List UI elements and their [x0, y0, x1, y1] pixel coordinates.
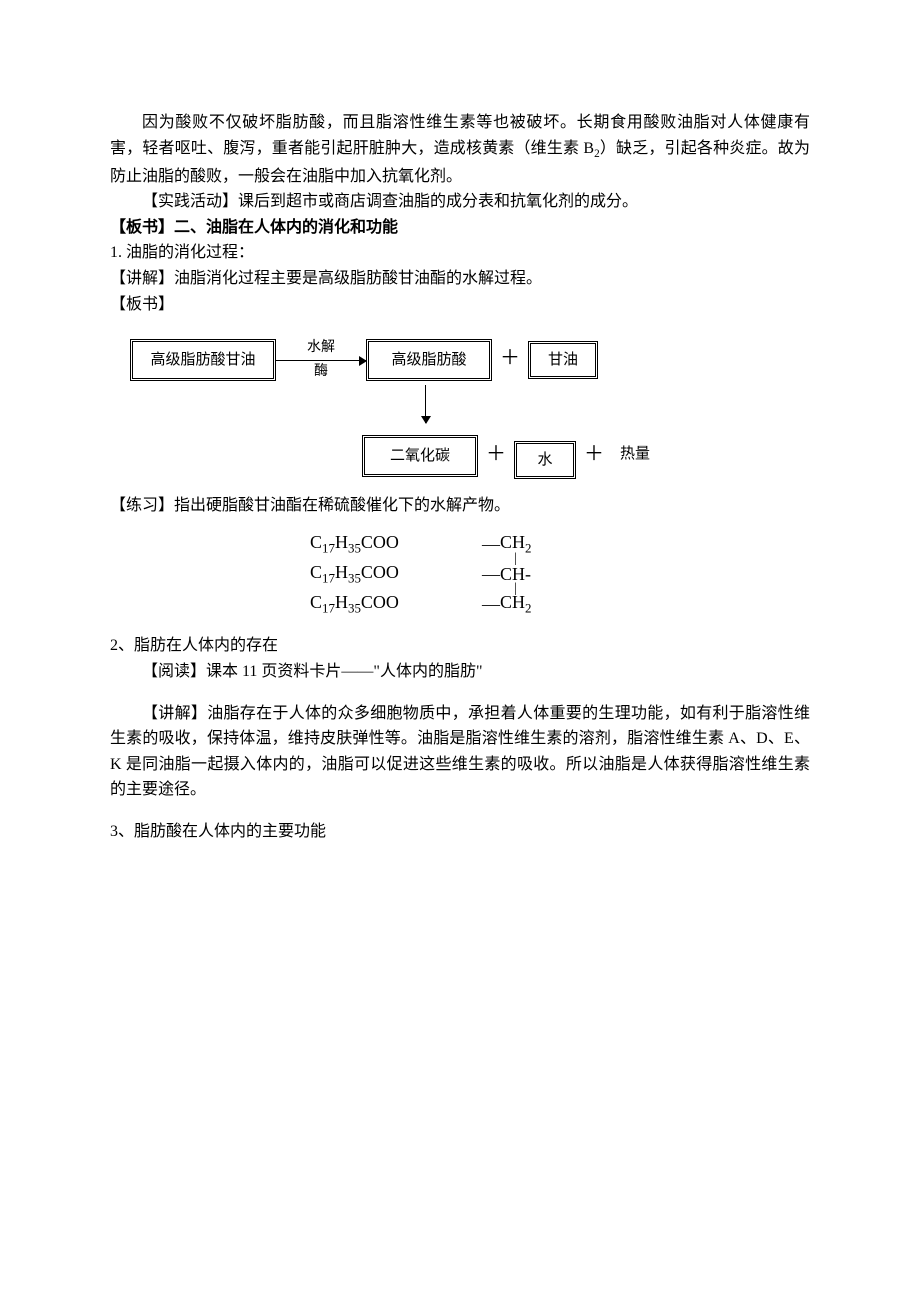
item-1: 1. 油脂的消化过程：: [110, 240, 810, 266]
plus-1: ＋: [492, 342, 528, 378]
chem-right-3: CH2: [500, 593, 550, 615]
flow-text-heat: 热量: [612, 442, 654, 470]
reading-line: 【阅读】课本 11 页资料卡片——"人体内的脂肪": [110, 659, 810, 685]
arrow-line-icon: [276, 360, 366, 361]
chem-vbar-1: |: [500, 555, 564, 563]
flowchart: 高级脂肪酸甘油 水解 酶 高级脂肪酸 ＋ 甘油 二氧化碳 ＋ 水 ＋ 热量: [130, 335, 710, 481]
flow-box-water: 水: [514, 441, 576, 479]
flowchart-row-2: 二氧化碳 ＋ 水 ＋ 热量: [362, 431, 710, 481]
chem-formula: C17H35COO — CH2 — | C17H35COO — CH- — | …: [310, 533, 610, 616]
flowchart-row-1: 高级脂肪酸甘油 水解 酶 高级脂肪酸 ＋ 甘油: [130, 335, 710, 385]
chem-row-2: C17H35COO — CH-: [310, 563, 610, 585]
flow-box-glycerol: 甘油: [528, 341, 598, 379]
item-2: 2、脂肪在人体内的存在: [110, 633, 810, 659]
chem-left-3: C17H35COO: [310, 593, 480, 615]
chem-dash-2: —: [480, 565, 500, 584]
explain-1: 【讲解】油脂消化过程主要是高级脂肪酸甘油酯的水解过程。: [110, 266, 810, 292]
activity-line: 【实践活动】课后到超市或商店调查油脂的成分表和抗氧化剂的成分。: [110, 189, 810, 215]
board-label: 【板书】: [110, 292, 810, 318]
arrow-label-enzyme: 酶: [276, 364, 366, 380]
flow-box-glyceride: 高级脂肪酸甘油: [130, 339, 276, 381]
flow-arrow-down: [365, 385, 485, 431]
chem-row-3: C17H35COO — CH2: [310, 593, 610, 615]
plus-2: ＋: [478, 438, 514, 474]
explain-2: 【讲解】油脂存在于人体的众多细胞物质中，承担着人体重要的生理功能，如有利于脂溶性…: [110, 701, 810, 803]
plus-3: ＋: [576, 438, 612, 474]
arrow-down-icon: [425, 385, 426, 423]
board-heading: 【板书】二、油脂在人体内的消化和功能: [110, 215, 810, 241]
arrow-label-hydrolysis: 水解: [276, 340, 366, 356]
item-3: 3、脂肪酸在人体内的主要功能: [110, 819, 810, 845]
flow-box-fattyacid: 高级脂肪酸: [366, 339, 492, 381]
chem-right-1: CH2: [500, 533, 550, 555]
chem-left-2: C17H35COO: [310, 563, 480, 585]
paragraph-oxidation: 因为酸败不仅破坏脂肪酸，而且脂溶性维生素等也被破坏。长期食用酸败油脂对人体健康有…: [110, 110, 810, 189]
flow-arrow-hydrolysis: 水解 酶: [276, 360, 366, 361]
chem-right-2: CH-: [500, 565, 550, 584]
chem-row-1: C17H35COO — CH2: [310, 533, 610, 555]
flow-box-co2: 二氧化碳: [362, 435, 478, 477]
chem-bond-row-1: — |: [310, 555, 610, 563]
paragraph-oxidation-text: 因为酸败不仅破坏脂肪酸，而且脂溶性维生素等也被破坏。长期食用酸败油脂对人体健康有…: [110, 110, 810, 189]
chem-dash-3: —: [480, 595, 500, 614]
document-page: 因为酸败不仅破坏脂肪酸，而且脂溶性维生素等也被破坏。长期食用酸败油脂对人体健康有…: [0, 0, 920, 1302]
chem-left-1: C17H35COO: [310, 533, 480, 555]
exercise-line: 【练习】指出硬脂酸甘油酯在稀硫酸催化下的水解产物。: [110, 493, 810, 519]
chem-dash-1: —: [480, 535, 500, 554]
chem-bond-row-2: — |: [310, 585, 610, 593]
